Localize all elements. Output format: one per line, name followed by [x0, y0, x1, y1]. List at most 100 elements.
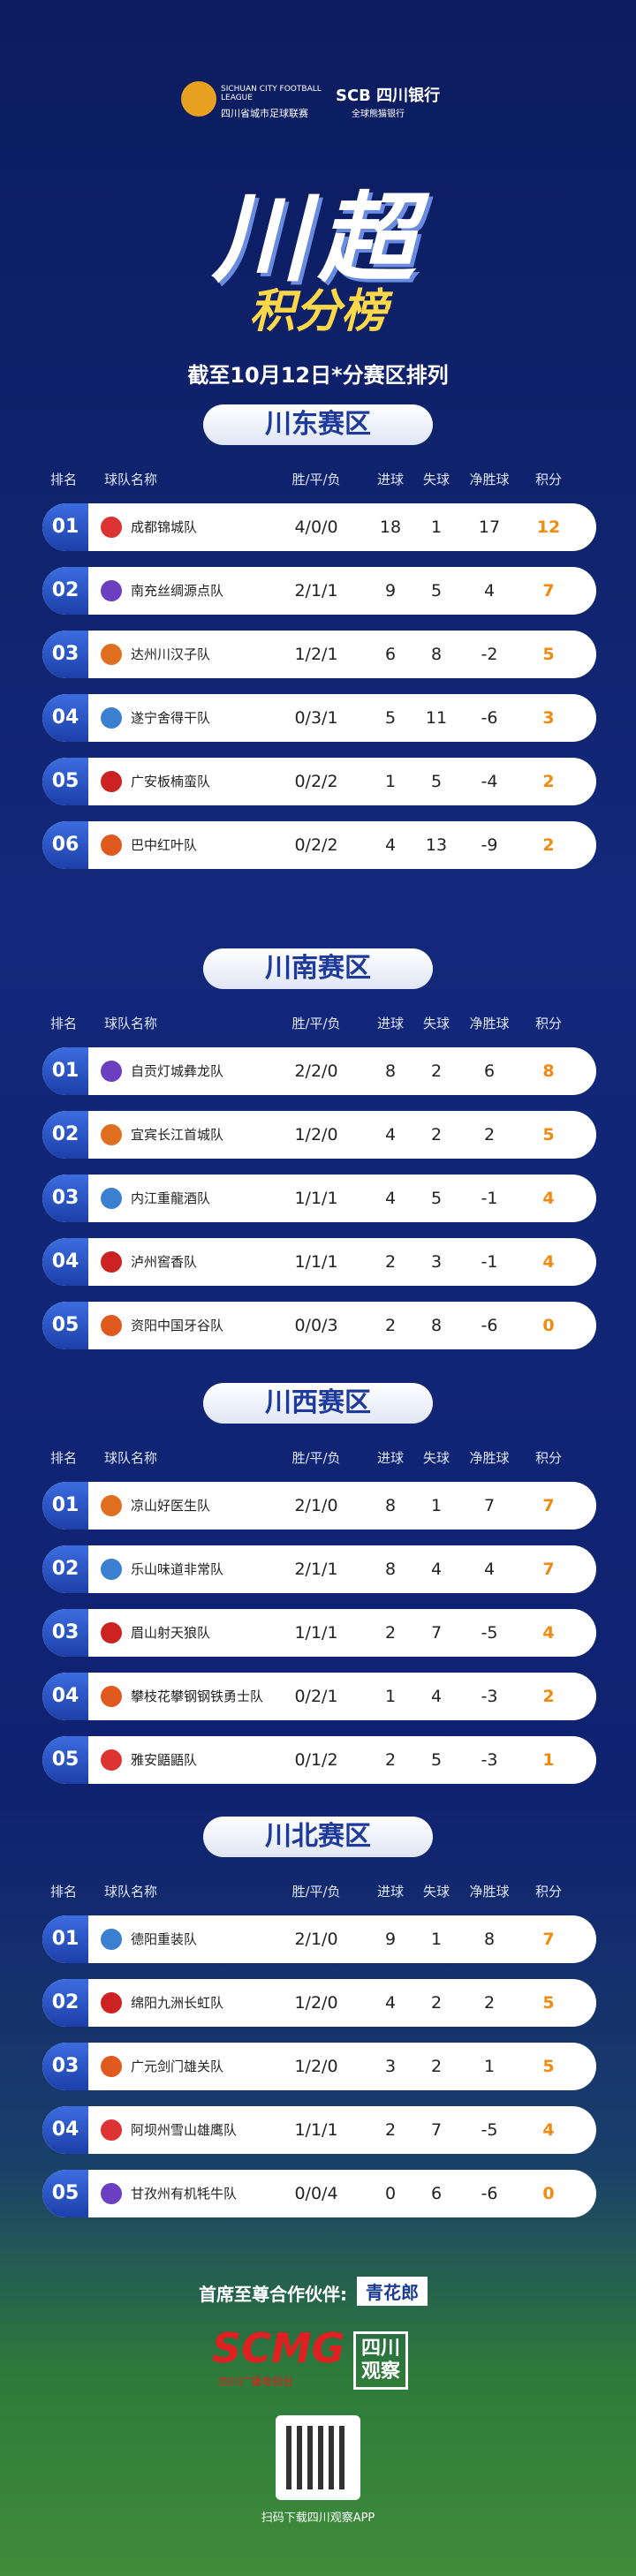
rank: 01 — [42, 1915, 88, 1963]
column-header: 排名 — [49, 1450, 78, 1466]
team-name: 巴中红叶队 — [131, 837, 198, 853]
team-row: 03 眉山射天狼队 1/1/1 2 7 -5 4 — [42, 1609, 596, 1657]
record: 0/2/2 — [294, 772, 338, 791]
record: 1/2/0 — [294, 1993, 338, 2013]
goals-against: 4 — [430, 1560, 443, 1579]
points: 7 — [542, 581, 555, 601]
league-logo — [181, 81, 216, 117]
goals-for: 9 — [384, 1930, 397, 1949]
column-header: 净胜球 — [469, 1884, 510, 1900]
goal-diff: -1 — [481, 1189, 498, 1208]
column-header: 积分 — [534, 1450, 563, 1466]
team-logo — [101, 835, 122, 856]
goals-for: 2 — [384, 1316, 397, 1335]
column-header: 净胜球 — [469, 1450, 510, 1466]
team-logo — [101, 580, 122, 601]
team-row: 04 遂宁舍得干队 0/3/1 5 11 -6 3 — [42, 694, 596, 742]
team-logo — [101, 1992, 122, 2013]
goal-diff: -3 — [481, 1687, 498, 1706]
points: 0 — [542, 1316, 555, 1335]
team-logo — [101, 1929, 122, 1950]
team-row: 02 乐山味道非常队 2/1/1 8 4 4 7 — [42, 1545, 596, 1593]
column-header: 进球 — [376, 472, 405, 487]
column-header: 胜/平/负 — [292, 1884, 341, 1900]
goal-diff: -6 — [481, 2184, 498, 2203]
team-logo — [101, 1622, 122, 1643]
team-logo — [101, 2183, 122, 2204]
points: 2 — [542, 835, 555, 855]
team-row: 03 广元剑门雄关队 1/2/0 3 2 1 5 — [42, 2043, 596, 2090]
record: 2/1/0 — [294, 1496, 338, 1515]
team-name: 资阳中国牙谷队 — [131, 1318, 224, 1333]
points: 3 — [542, 708, 555, 728]
rank: 02 — [42, 1111, 88, 1159]
points: 1 — [542, 1750, 555, 1770]
team-name: 广安板楠蛮队 — [131, 774, 211, 789]
goals-for: 2 — [384, 1623, 397, 1643]
partner-label: 首席至尊合作伙伴: — [199, 2284, 347, 2305]
team-name: 内江重龍酒队 — [131, 1190, 211, 1206]
team-name: 眉山射天狼队 — [131, 1625, 211, 1641]
rank: 04 — [42, 1673, 88, 1720]
record: 1/1/1 — [294, 2120, 338, 2140]
team-row: 03 内江重龍酒队 1/1/1 4 5 -1 4 — [42, 1175, 596, 1222]
column-header: 球队名称 — [104, 472, 158, 487]
column-header: 球队名称 — [104, 1450, 158, 1466]
record: 4/0/0 — [294, 517, 338, 537]
team-name: 甘孜州有机牦牛队 — [131, 2186, 238, 2202]
goals-for: 4 — [384, 1125, 397, 1144]
column-header: 球队名称 — [104, 1884, 158, 1900]
team-row: 02 南充丝绸源点队 2/1/1 9 5 4 7 — [42, 567, 596, 615]
points: 5 — [542, 2057, 555, 2076]
goals-against: 11 — [425, 708, 448, 728]
goals-for: 3 — [384, 2057, 397, 2076]
column-header: 胜/平/负 — [292, 1450, 341, 1466]
column-header: 积分 — [534, 1884, 563, 1900]
points: 7 — [542, 1930, 555, 1949]
rank: 05 — [42, 2170, 88, 2217]
goals-for: 2 — [384, 2120, 397, 2140]
rank: 04 — [42, 2106, 88, 2154]
goals-for: 6 — [384, 645, 397, 664]
title: 川超 — [212, 182, 424, 295]
team-logo — [101, 2119, 122, 2141]
record: 2/1/1 — [294, 1560, 338, 1579]
goal-diff: 4 — [483, 1560, 496, 1579]
goal-diff: 8 — [483, 1930, 496, 1949]
team-name: 宜宾长江首城队 — [131, 1127, 224, 1143]
points: 2 — [542, 772, 555, 791]
goals-against: 8 — [430, 1316, 443, 1335]
team-row: 01 自贡灯城彝龙队 2/2/0 8 2 6 8 — [42, 1047, 596, 1095]
column-header: 失球 — [422, 472, 450, 487]
column-header: 排名 — [49, 1884, 78, 1900]
points: 4 — [542, 1189, 555, 1208]
team-row: 03 达州川汉子队 1/2/1 6 8 -2 5 — [42, 631, 596, 678]
column-header: 进球 — [376, 1016, 405, 1031]
goals-against: 5 — [430, 772, 443, 791]
record: 0/0/4 — [294, 2184, 338, 2203]
team-row: 05 雅安鼯鼯队 0/1/2 2 5 -3 1 — [42, 1736, 596, 1784]
goals-for: 8 — [384, 1496, 397, 1515]
rank: 05 — [42, 1302, 88, 1349]
goal-diff: 1 — [483, 2057, 496, 2076]
team-row: 05 广安板楠蛮队 0/2/2 1 5 -4 2 — [42, 758, 596, 805]
record: 1/1/1 — [294, 1623, 338, 1643]
team-row: 02 绵阳九洲长虹队 1/2/0 4 2 2 5 — [42, 1979, 596, 2027]
section-title: 川东赛区 — [203, 404, 433, 445]
team-logo — [101, 1188, 122, 1209]
goals-for: 2 — [384, 1252, 397, 1272]
goals-for: 1 — [384, 772, 397, 791]
goals-for: 4 — [384, 835, 397, 855]
column-header: 失球 — [422, 1884, 450, 1900]
goals-for: 18 — [379, 517, 402, 537]
rank: 02 — [42, 567, 88, 615]
record: 1/2/0 — [294, 1125, 338, 1144]
goals-for: 9 — [384, 581, 397, 601]
goals-for: 4 — [384, 1189, 397, 1208]
team-name: 广元剑门雄关队 — [131, 2059, 224, 2074]
team-name: 德阳重装队 — [131, 1931, 198, 1947]
column-header: 进球 — [376, 1450, 405, 1466]
team-logo — [101, 1061, 122, 1082]
league-cn: 四川省城市足球联赛 — [221, 108, 308, 119]
